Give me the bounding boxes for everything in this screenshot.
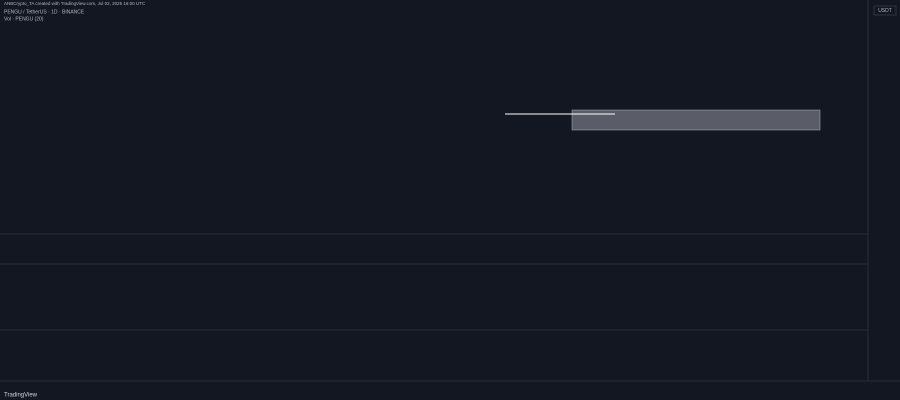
supply-zone <box>571 109 821 131</box>
currency-box[interactable] <box>873 5 897 16</box>
chart-title: ANBCrypto_TA created with TradingView.co… <box>4 1 146 6</box>
volume-label: Vol · PENGU (20) <box>4 16 44 22</box>
currency[interactable]: USDT <box>878 8 892 14</box>
watermark: TradingView <box>4 393 38 399</box>
symbol: PENGU / TetherUS · 1D · BINANCE <box>4 9 85 15</box>
